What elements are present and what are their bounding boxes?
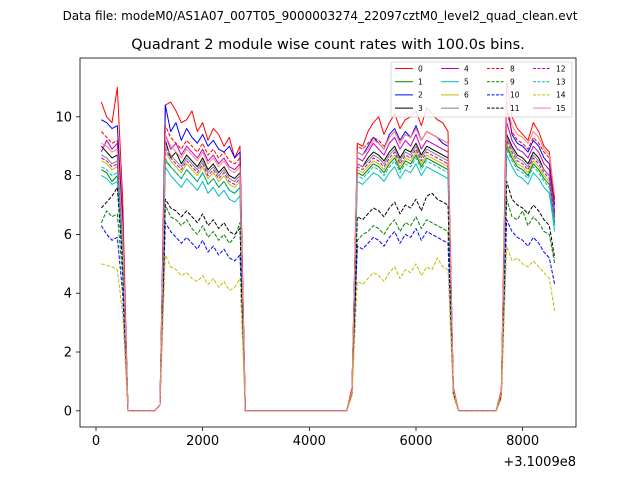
y-tick-label: 0 [64,404,72,419]
legend-label-8: 8 [510,64,515,73]
legend-label-11: 11 [510,104,520,113]
legend-box [390,61,573,118]
x-tick-label: 0 [92,434,100,449]
legend-label-10: 10 [510,91,520,100]
series-line-10 [100,219,556,412]
legend-label-7: 7 [464,104,469,113]
legend-label-1: 1 [418,78,423,87]
legend-label-0: 0 [418,64,423,73]
legend-label-2: 2 [418,91,423,100]
legend-label-5: 5 [464,78,469,87]
legend-label-6: 6 [464,91,469,100]
legend-label-15: 15 [556,104,566,113]
x-tick-label: 8000 [506,434,539,449]
x-offset-label: +3.1009e8 [503,455,576,470]
y-tick-label: 10 [55,110,72,125]
figure-suptitle: Data file: modeM0/AS1A07_007T05_90000032… [63,9,578,23]
legend-label-3: 3 [418,104,423,113]
legend-label-12: 12 [556,64,566,73]
x-tick-label: 4000 [293,434,326,449]
legend-label-4: 4 [464,64,469,73]
x-tick-label: 6000 [399,434,432,449]
axes-frame [79,57,577,428]
y-tick-label: 4 [64,287,72,302]
legend-label-9: 9 [510,78,515,87]
x-tick-label: 2000 [186,434,219,449]
legend-label-14: 14 [556,91,566,100]
legend-label-13: 13 [556,78,566,87]
chart-title: Quadrant 2 module wise count rates with … [131,37,525,53]
y-tick-label: 8 [64,169,72,184]
series-line-15 [101,104,556,412]
y-tick-label: 6 [64,228,72,243]
y-tick-label: 2 [64,346,72,361]
plot-area [100,81,556,412]
